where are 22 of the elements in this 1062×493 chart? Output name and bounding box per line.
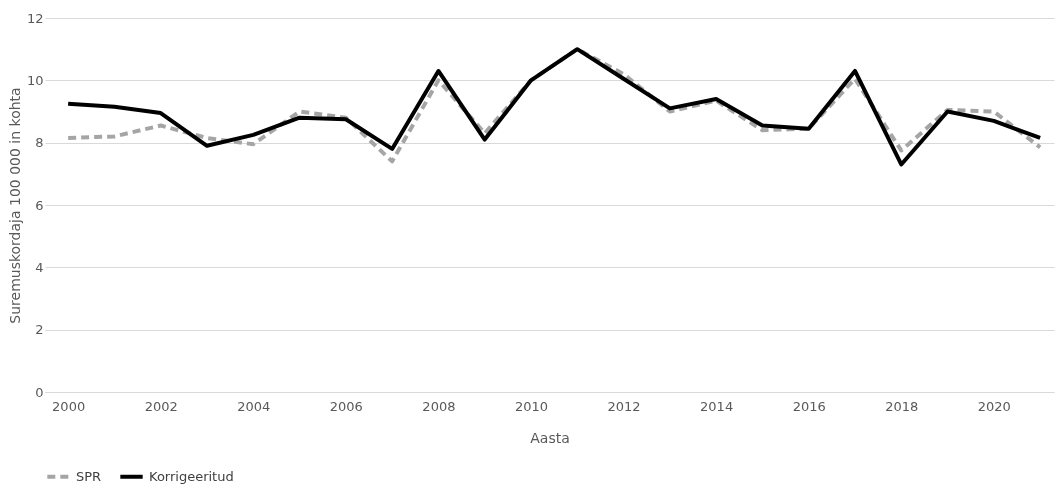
x-tick-label: 2018 [885,398,919,414]
x-tick-label: 2008 [422,398,456,414]
x-tick-label: 2020 [977,398,1011,414]
x-tick-label: 2004 [237,398,271,414]
y-tick-label: 8 [35,135,44,151]
x-axis-title: Aasta [530,429,570,446]
y-tick-label: 12 [26,10,44,26]
x-tick-label: 2012 [607,398,641,414]
legend-label: Korrigeeritud [149,468,234,484]
y-tick-label: 0 [35,384,44,400]
y-tick-label: 4 [35,259,44,275]
x-tick-label: 2010 [514,398,549,414]
legend-label: SPR [76,468,102,484]
x-tick-label: 2002 [144,398,178,414]
y-tick-label: 6 [35,197,44,213]
y-tick-label: 10 [26,72,44,88]
x-tick-label: 2000 [52,398,86,414]
x-tick-label: 2014 [700,398,734,414]
y-tick-label: 2 [35,322,44,338]
y-axis-title: Suremuskordaja 100 000 in kohta [6,87,23,324]
x-tick-label: 2006 [329,398,363,414]
x-tick-label: 2016 [792,398,826,414]
